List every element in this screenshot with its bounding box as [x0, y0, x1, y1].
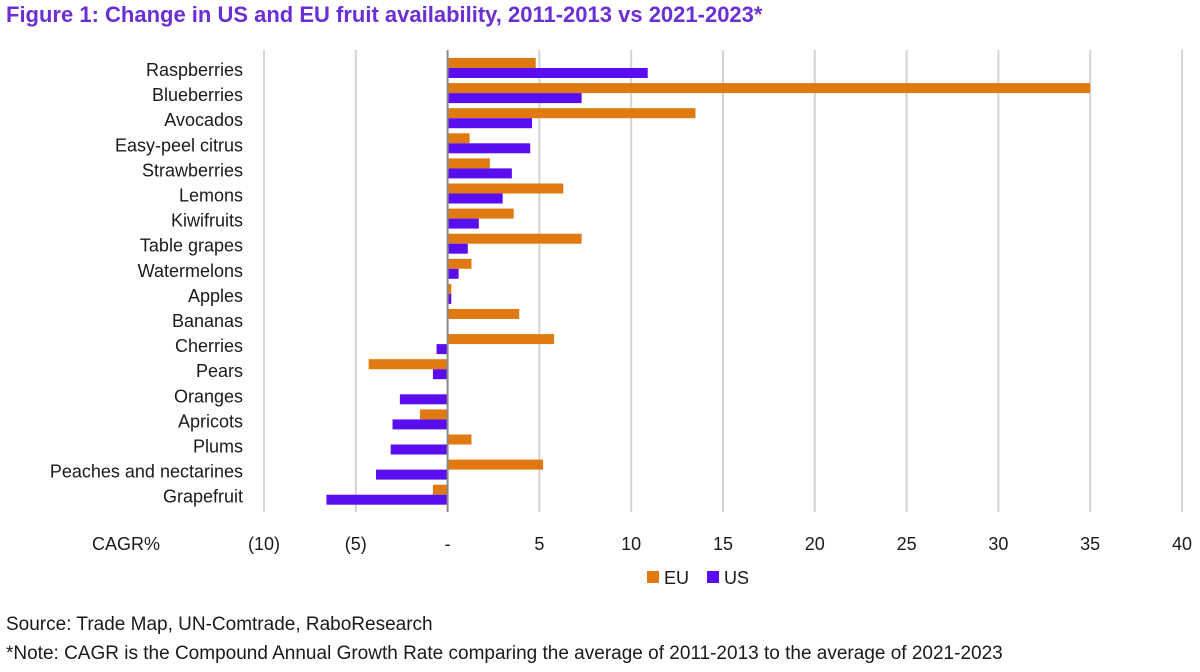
bar-us — [432, 369, 448, 380]
bar-eu — [432, 484, 448, 495]
category-label: Blueberries — [152, 85, 243, 105]
category-label: Table grapes — [140, 236, 243, 256]
category-label: Grapefruit — [163, 487, 243, 507]
legend: EU US — [647, 568, 749, 588]
bar-eu — [447, 183, 564, 194]
bar-us — [447, 193, 503, 204]
x-tick-label: (10) — [248, 534, 280, 554]
x-tick-label: 40 — [1172, 534, 1192, 554]
bar-eu — [447, 459, 544, 470]
bar-us — [447, 143, 531, 154]
bar-us — [447, 293, 452, 304]
bar-us — [447, 93, 582, 104]
category-label: Pears — [196, 361, 243, 381]
x-tick-label: 5 — [534, 534, 544, 554]
x-tick-label: 25 — [897, 534, 917, 554]
bar-us — [436, 344, 448, 355]
page-title: Figure 1: Change in US and EU fruit avai… — [6, 2, 763, 27]
bar-eu — [447, 233, 582, 244]
category-label: Avocados — [164, 110, 243, 130]
bar-eu — [447, 58, 536, 68]
bars — [326, 58, 1091, 505]
gridlines — [263, 50, 1183, 512]
category-label: Apples — [188, 286, 243, 306]
category-label: Apricots — [178, 411, 243, 431]
category-label: Strawberries — [142, 160, 243, 180]
bar-eu — [447, 334, 555, 345]
category-label: Oranges — [174, 386, 243, 406]
bar-us — [447, 68, 648, 78]
bar-eu — [447, 83, 1091, 94]
x-tick-label: 15 — [713, 534, 733, 554]
bar-us — [447, 218, 479, 229]
category-label: Raspberries — [146, 60, 243, 80]
category-label: Kiwifruits — [171, 211, 243, 231]
category-labels: Raspberries Blueberries Avocados Easy-peel … — [50, 60, 243, 507]
bar-us — [447, 243, 468, 254]
bar-eu — [447, 208, 514, 219]
category-label: Cherries — [175, 336, 243, 356]
x-tick-label: 20 — [805, 534, 825, 554]
x-tick-label: (5) — [345, 534, 367, 554]
bar-us — [447, 168, 512, 179]
category-label: Easy-peel citrus — [115, 135, 243, 155]
bar-eu — [447, 158, 490, 169]
bar-eu — [420, 409, 448, 420]
legend-label-eu: EU — [664, 568, 689, 588]
bar-eu — [447, 434, 472, 445]
bar-eu — [447, 133, 470, 144]
category-label: Peaches and nectarines — [50, 462, 243, 482]
source-note: Source: Trade Map, UN-Comtrade, RaboRese… — [6, 614, 433, 635]
bar-eu — [368, 359, 448, 370]
bar-us — [375, 469, 448, 480]
bar-us — [399, 394, 448, 405]
footnote: *Note: CAGR is the Compound Annual Growt… — [6, 643, 1003, 664]
legend-label-us: US — [724, 568, 749, 588]
bar-eu — [447, 283, 452, 294]
category-label: Watermelons — [138, 261, 243, 281]
legend-swatch-eu — [647, 571, 659, 583]
x-tick-label: - — [445, 534, 451, 554]
bar-us — [447, 118, 533, 129]
x-axis-label: CAGR% — [92, 534, 160, 554]
category-label: Plums — [193, 437, 243, 457]
bar-us — [447, 268, 459, 279]
category-label: Lemons — [179, 186, 243, 206]
legend-swatch-us — [707, 571, 719, 583]
x-tick-labels: (10) (5) - 5 10 15 20 25 30 35 40 — [248, 534, 1192, 554]
bar-eu — [447, 258, 472, 269]
bar-us — [326, 494, 448, 505]
category-label: Bananas — [172, 311, 243, 331]
bar-us — [392, 419, 448, 430]
bar-us — [390, 444, 448, 455]
bar-eu — [447, 108, 696, 119]
bar-eu — [447, 309, 520, 319]
x-tick-label: 30 — [988, 534, 1008, 554]
x-tick-label: 10 — [621, 534, 641, 554]
x-tick-label: 35 — [1080, 534, 1100, 554]
